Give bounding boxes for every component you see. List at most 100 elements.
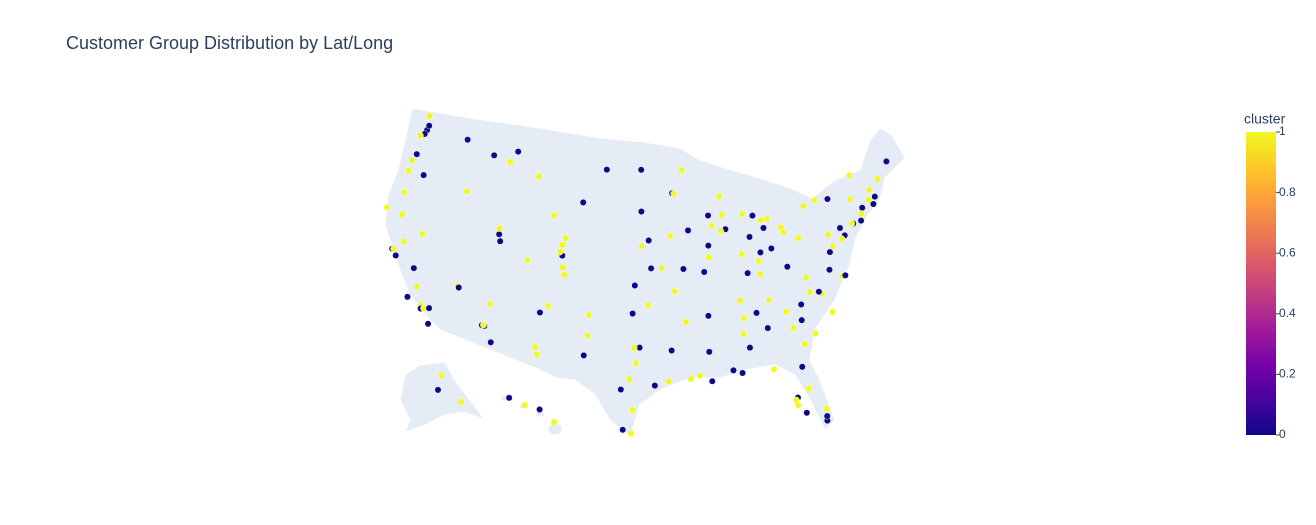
point (603, 166, 611, 174)
point (767, 245, 775, 252)
point (400, 237, 408, 245)
point (846, 195, 854, 203)
alaska (399, 361, 487, 433)
colorbar-tick-label: 0.2 (1279, 367, 1296, 381)
point (783, 263, 791, 271)
point (496, 237, 504, 245)
point (556, 248, 564, 256)
point (765, 296, 773, 304)
point (845, 172, 853, 180)
point (756, 270, 764, 278)
point (680, 265, 687, 273)
point (865, 186, 873, 194)
point (619, 426, 627, 434)
point (841, 271, 849, 279)
point (632, 359, 640, 367)
point (671, 287, 679, 295)
point (536, 309, 544, 316)
colorbar-tick-label: 0.6 (1279, 245, 1296, 259)
point (779, 229, 787, 236)
point (425, 122, 433, 130)
colorbar (1246, 132, 1276, 435)
point (812, 330, 819, 337)
point (629, 406, 636, 414)
colorbar-tick-label: 0.4 (1279, 306, 1296, 320)
point (670, 190, 678, 197)
point (740, 314, 748, 322)
point (666, 232, 674, 240)
point (536, 406, 543, 413)
point (638, 242, 645, 250)
point (801, 340, 809, 348)
point (398, 211, 406, 218)
point (815, 288, 823, 296)
point (760, 224, 767, 232)
point (562, 234, 570, 242)
point (383, 203, 391, 211)
point (794, 401, 802, 409)
point (617, 386, 625, 393)
point (486, 300, 494, 308)
point (637, 166, 645, 174)
point (400, 188, 408, 196)
point (583, 332, 591, 340)
point (658, 264, 666, 272)
point (505, 394, 513, 402)
point (857, 217, 865, 225)
point (700, 268, 708, 276)
point (826, 266, 833, 274)
point (823, 412, 831, 420)
point (739, 330, 747, 338)
point (434, 386, 442, 394)
point (782, 308, 790, 316)
point (390, 245, 398, 253)
point (829, 243, 837, 250)
point (579, 199, 587, 206)
point (704, 242, 712, 250)
point (544, 302, 552, 310)
point (764, 324, 772, 332)
point (798, 363, 806, 371)
point (753, 309, 760, 317)
point (463, 187, 471, 195)
colorbar-tick-label: 1 (1279, 124, 1286, 138)
point (550, 418, 558, 426)
point (738, 210, 746, 218)
point (708, 221, 715, 229)
point (455, 284, 463, 291)
point (420, 171, 428, 179)
point (665, 378, 672, 385)
point (829, 308, 836, 316)
point (464, 136, 472, 144)
point (789, 324, 797, 332)
point (717, 227, 725, 235)
point (651, 382, 659, 389)
colorbar-tick-label: 0.8 (1279, 185, 1296, 199)
point (730, 366, 737, 374)
point (514, 148, 522, 156)
point (749, 212, 756, 219)
point (826, 248, 834, 256)
point (757, 216, 764, 224)
point (410, 264, 418, 272)
point (705, 348, 713, 356)
point (404, 167, 412, 175)
point (521, 401, 529, 409)
point (638, 208, 645, 215)
point (495, 225, 503, 232)
point (687, 375, 695, 383)
point (585, 311, 593, 319)
point (629, 310, 637, 317)
point (696, 372, 704, 380)
colorbar-tick-label: 0 (1279, 427, 1286, 441)
point (647, 264, 655, 272)
point (838, 235, 846, 243)
point (806, 288, 814, 296)
point (392, 252, 400, 259)
point (404, 293, 411, 301)
point (805, 385, 813, 392)
point (882, 158, 890, 165)
point (644, 301, 652, 309)
point (798, 316, 806, 324)
